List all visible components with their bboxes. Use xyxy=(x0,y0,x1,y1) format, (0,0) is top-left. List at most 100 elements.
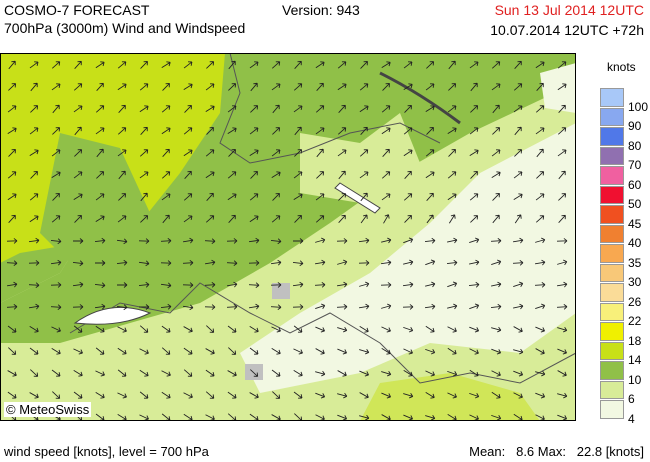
wind-arrow xyxy=(447,171,457,179)
wind-arrow xyxy=(447,326,457,333)
wind-arrow xyxy=(272,391,281,399)
legend-swatch xyxy=(600,341,624,360)
wind-arrow xyxy=(359,414,370,421)
legend-label: 90 xyxy=(628,119,642,134)
legend-swatch xyxy=(600,322,624,341)
wind-arrow xyxy=(205,83,215,91)
wind-arrow xyxy=(293,391,303,399)
wind-arrow xyxy=(160,303,172,310)
wind-arrow xyxy=(469,369,479,377)
wind-arrow xyxy=(293,348,303,355)
wind-arrow xyxy=(52,391,61,399)
wind-arrow xyxy=(404,170,412,180)
wind-arrow xyxy=(205,391,215,399)
wind-arrow xyxy=(338,193,347,201)
wind-arrow xyxy=(29,215,39,223)
wind-arrow xyxy=(337,83,347,91)
wind-arrow xyxy=(360,214,368,224)
wind-arrow xyxy=(470,170,478,179)
wind-arrow xyxy=(491,259,502,265)
wind-arrow xyxy=(492,192,500,201)
legend-item: 50 xyxy=(600,185,650,211)
legend-label: 18 xyxy=(628,333,642,348)
wind-arrow xyxy=(228,60,236,70)
legend-label: 35 xyxy=(628,255,642,270)
wind-arrow xyxy=(183,61,193,69)
wind-arrow xyxy=(7,325,17,333)
wind-arrow xyxy=(161,193,171,201)
wind-arrow xyxy=(29,127,39,135)
wind-arrow xyxy=(227,171,237,179)
wind-arrow xyxy=(184,104,192,113)
wind-arrow xyxy=(403,193,413,201)
field-4 xyxy=(240,123,576,393)
wind-arrow xyxy=(425,325,435,333)
legend-item: 14 xyxy=(600,341,650,367)
wind-arrow xyxy=(205,414,215,421)
wind-arrow xyxy=(381,326,391,333)
wind-arrow xyxy=(294,126,302,136)
wind-arrow xyxy=(535,215,545,223)
wind-arrow xyxy=(337,326,348,333)
legend-item: 40 xyxy=(600,224,650,250)
wind-arrow xyxy=(50,304,62,310)
wind-arrow xyxy=(116,259,128,266)
legend-label: 10 xyxy=(628,372,642,387)
wind-arrow xyxy=(360,192,368,202)
wind-arrow xyxy=(117,149,127,157)
wind-arrow xyxy=(558,170,566,180)
field-6 xyxy=(300,113,420,203)
wind-arrow xyxy=(227,370,237,377)
legend-label: 40 xyxy=(628,236,642,251)
legend-item: 45 xyxy=(600,205,650,231)
wind-arrow xyxy=(51,61,61,69)
wind-arrow xyxy=(469,149,479,157)
wind-arrow xyxy=(381,61,391,69)
wind-arrow xyxy=(205,369,215,377)
wind-arrow xyxy=(381,127,391,135)
wind-arrow xyxy=(535,370,546,377)
wind-arrow xyxy=(271,83,281,91)
wind-arrow xyxy=(491,149,501,157)
wind-arrow xyxy=(381,370,392,377)
wind-arrow xyxy=(448,83,457,91)
wind-arrow xyxy=(272,104,280,114)
wind-arrow xyxy=(29,149,39,157)
wind-arrow xyxy=(29,61,39,69)
wind-arrow xyxy=(381,392,392,399)
wind-arrow xyxy=(117,61,127,69)
footer-description: wind speed [knots], level = 700 hPa xyxy=(4,444,209,459)
wind-arrow xyxy=(403,348,413,355)
wind-arrow xyxy=(7,171,17,179)
wind-arrow xyxy=(271,149,281,157)
wind-arrow xyxy=(534,282,546,288)
legend-swatch xyxy=(600,361,624,380)
wind-arrow xyxy=(426,214,434,224)
wind-arrow xyxy=(470,82,478,92)
wind-arrow xyxy=(425,370,435,377)
wind-arrow xyxy=(470,105,479,113)
wind-arrow xyxy=(336,304,348,310)
wind-arrow xyxy=(556,281,568,288)
legend-item: 80 xyxy=(600,127,650,153)
wind-arrow xyxy=(536,171,545,179)
wind-arrow xyxy=(359,392,369,399)
wind-arrow xyxy=(446,259,458,266)
legend-swatch xyxy=(600,205,624,224)
wind-arrow xyxy=(293,325,303,333)
wind-arrow xyxy=(6,238,18,244)
wind-arrow xyxy=(117,215,127,223)
wind-arrow xyxy=(50,282,62,288)
wind-arrow xyxy=(382,82,390,91)
wind-arrow xyxy=(7,193,17,201)
wind-arrow xyxy=(182,260,194,266)
wind-arrow xyxy=(513,370,524,377)
copyright: © MeteoSwiss xyxy=(4,402,92,417)
wind-arrow xyxy=(469,193,479,201)
wind-arrow xyxy=(403,83,413,91)
legend-item: 35 xyxy=(600,244,650,270)
wind-arrow xyxy=(160,260,172,266)
wind-arrow xyxy=(293,238,304,244)
wind-arrow xyxy=(358,237,370,244)
wind-arrow xyxy=(513,171,523,179)
